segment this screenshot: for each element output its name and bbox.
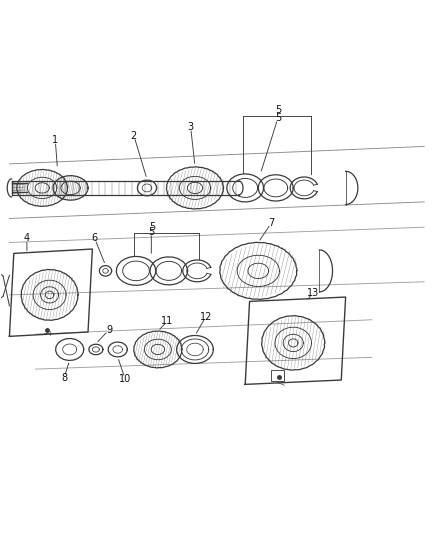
Text: 1: 1 <box>52 135 58 145</box>
Text: 7: 7 <box>268 218 275 228</box>
Text: 12: 12 <box>200 312 212 322</box>
Text: 11: 11 <box>161 316 173 326</box>
Text: 6: 6 <box>92 233 98 243</box>
Text: 8: 8 <box>61 373 67 383</box>
Text: 5: 5 <box>275 113 281 123</box>
Text: 5: 5 <box>149 222 156 232</box>
Text: 5: 5 <box>148 227 155 237</box>
Text: 3: 3 <box>187 122 194 132</box>
Text: 10: 10 <box>119 374 131 384</box>
Text: 9: 9 <box>106 325 112 335</box>
Text: 5: 5 <box>275 105 281 115</box>
Text: 13: 13 <box>307 288 319 298</box>
Text: 4: 4 <box>24 233 30 243</box>
Text: 2: 2 <box>131 131 137 141</box>
